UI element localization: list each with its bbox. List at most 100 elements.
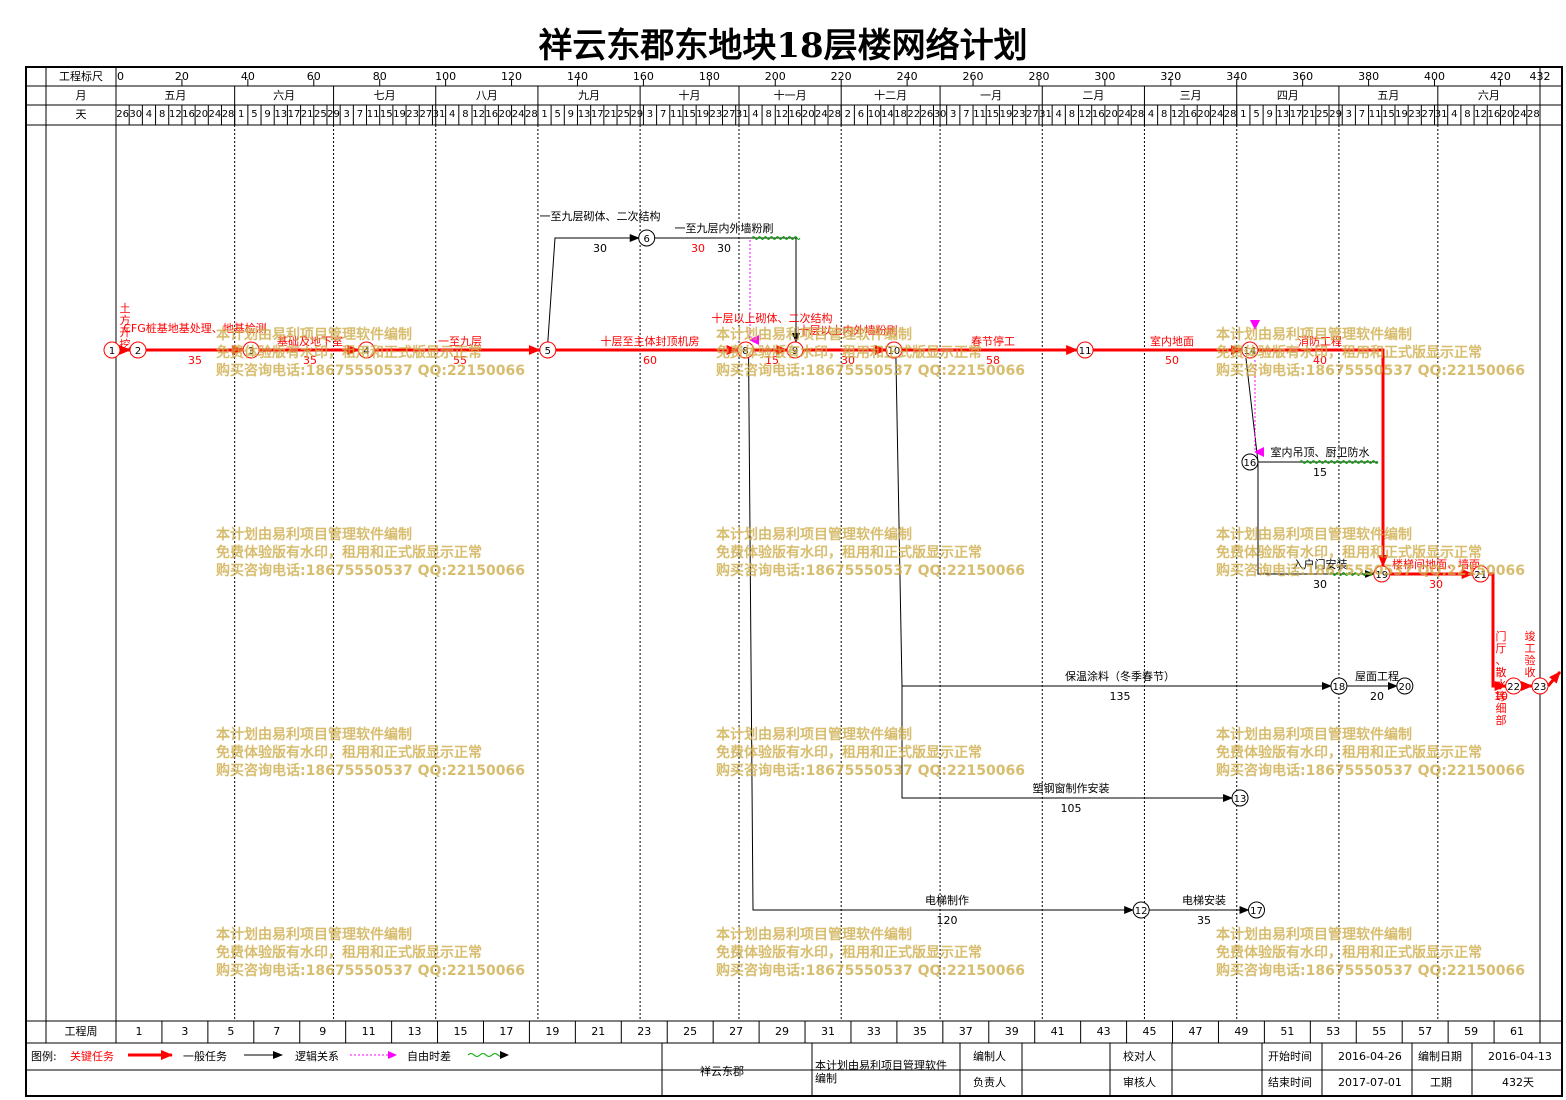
task-name-char: 厅 [1496,642,1507,655]
week-number: 15 [453,1025,468,1038]
legend-normal-label: 一般任务 [183,1050,227,1063]
ruler-tick-label: 120 [501,70,523,83]
task-name-char: 竣 [1525,629,1536,643]
week-number: 27 [729,1025,744,1038]
day-number: 30 [129,109,143,120]
node: 8 [737,341,755,359]
node-circle [129,341,147,359]
node-id: 22 [1507,682,1520,693]
watermark-line: 免费体验版有水印，租用和正式版显示正常 [216,945,482,961]
node-circle [1241,453,1259,471]
day-number: 27 [1421,109,1435,120]
node-circle [1231,789,1249,807]
task-arrow [895,357,1332,690]
day-number: 3 [343,109,350,120]
node-id: 13 [1234,794,1247,805]
node-circle [638,229,656,247]
day-number: 16 [1091,109,1105,120]
node: 12 [1132,901,1150,919]
day-number: 24 [815,109,828,120]
task-name: CFG桩基地基处理、地基检测 [123,321,267,335]
month-name: 六月 [273,89,296,102]
week-number: 1 [135,1025,143,1038]
task-name: 电梯安装 [1182,893,1226,907]
watermark-line: 本计划由易利项目管理软件编制 [1216,327,1412,343]
day-number: 3 [950,109,957,120]
node: 3 [242,341,260,359]
day-number: 12 [1474,109,1488,120]
chart-frame [25,66,1563,1097]
week-number: 59 [1464,1025,1479,1038]
day-number: 7 [659,109,667,120]
week-number: 33 [866,1025,881,1038]
ruler-tick-label: 340 [1226,70,1248,83]
task-name: 屋面工程 [1355,670,1399,683]
task-name: 十层以上内外墙粉刷 [799,323,898,337]
node: 14 [1241,341,1259,359]
day-number: 24 [511,109,525,120]
week-number: 9 [319,1025,327,1038]
ruler-tick-label: 220 [830,70,852,83]
legend-float-label: 自由时差 [407,1050,451,1063]
day-number: 31 [432,109,446,120]
watermark-line: 本计划由易利项目管理软件编制 [216,527,412,543]
day-number: 4 [752,109,759,120]
task-name: 一至九层内外墙粉刷 [675,221,774,235]
end-label: 结束时间 [1268,1076,1312,1089]
day-number: 17 [1289,109,1303,120]
task-name: 楼梯间地面、墙面 [1392,557,1480,571]
day-number: 31 [1434,109,1448,120]
task-duration: 35 [303,354,317,367]
task-name-char: 挖 [120,337,131,351]
week-number: 7 [273,1025,281,1038]
week-number: 5 [227,1025,235,1038]
task-name-char: 细 [1496,702,1507,715]
ruler-tick-label: 380 [1358,70,1380,83]
task-duration: 30 [1313,578,1327,591]
node: 16 [1241,453,1259,471]
day-number: 26 [116,109,129,120]
week-number: 35 [912,1025,927,1038]
ruler-tick-label: 432 [1529,70,1551,83]
task-arrow [901,686,1234,802]
day-number: 20 [195,109,209,120]
task-arrow [748,357,1135,914]
day-number: 25 [1316,109,1329,120]
day-number: 23 [1012,109,1026,120]
task-name-char: 开 [120,326,131,339]
day-number: 20 [1500,109,1514,120]
ruler-tick-label: 240 [896,70,918,83]
ruler-tick-label: 320 [1160,70,1182,83]
watermark-line: 免费体验版有水印，租用和正式版显示正常 [1216,345,1482,361]
watermark-line: 本计划由易利项目管理软件编制 [216,327,412,343]
day-number: 4 [449,109,456,120]
task-name: 消防工程 [1298,334,1342,348]
month-name: 五月 [164,89,187,102]
month-name: 三月 [1179,89,1202,102]
week-number: 23 [637,1025,652,1038]
node-id: 2 [135,346,141,357]
node: 6 [638,229,656,247]
day-number: 8 [765,109,772,120]
day-number: 19 [393,109,406,120]
ruler-tick-label: 160 [632,70,654,83]
week-number: 49 [1234,1025,1249,1038]
watermark-line: 本计划由易利项目管理软件编制 [716,727,912,743]
week-number: 53 [1326,1025,1341,1038]
day-number: 8 [1464,109,1471,120]
day-number: 9 [264,109,271,120]
day-number: 16 [1184,109,1197,120]
watermark-line: 免费体验版有水印，租用和正式版显示正常 [716,745,982,761]
ruler-tick-label: 140 [566,70,588,83]
day-number: 7 [1358,109,1366,120]
week-number: 37 [958,1025,973,1038]
task-name: 一至九层 [438,335,482,348]
day-number: 13 [577,109,591,120]
day-number: 23 [709,109,723,120]
date-value: 2016-04-13 [1488,1050,1552,1063]
day-label: 天 [75,108,87,121]
task-name: 保温涂料（冬季春节） [1065,669,1175,683]
node: 22 [1505,677,1523,695]
ruler-tick-label: 260 [962,70,984,83]
node: 23 [1531,677,1549,695]
